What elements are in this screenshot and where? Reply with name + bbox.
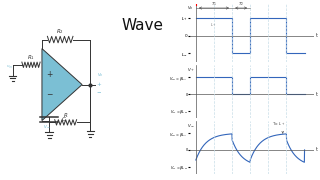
Text: $v_-$: $v_-$ <box>44 123 52 130</box>
Text: t: t <box>316 33 318 38</box>
Text: $v_+$: $v_+$ <box>187 66 195 74</box>
Polygon shape <box>42 49 82 121</box>
Text: $R_2$: $R_2$ <box>56 27 64 36</box>
Text: $v_o$: $v_o$ <box>97 71 103 79</box>
Text: $R_1$: $R_1$ <box>27 53 35 62</box>
Text: $v_{in}$: $v_{in}$ <box>6 64 12 71</box>
Text: $L_+$: $L_+$ <box>211 22 217 29</box>
Text: +: + <box>46 70 53 79</box>
Text: −: − <box>97 89 101 94</box>
Text: $T_1$: $T_1$ <box>211 1 217 8</box>
Text: $R$: $R$ <box>63 111 68 119</box>
Text: t: t <box>316 92 318 97</box>
Text: $v_-$: $v_-$ <box>187 122 195 129</box>
Text: Wave: Wave <box>121 18 163 33</box>
Text: t: t <box>316 147 318 152</box>
Text: −: − <box>46 90 53 99</box>
Text: +: + <box>97 82 101 87</box>
Text: $v_o$: $v_o$ <box>187 4 194 12</box>
Text: $T_2$: $T_2$ <box>238 1 244 8</box>
Text: To $L_+$: To $L_+$ <box>272 120 285 134</box>
Text: $C$: $C$ <box>61 115 67 123</box>
